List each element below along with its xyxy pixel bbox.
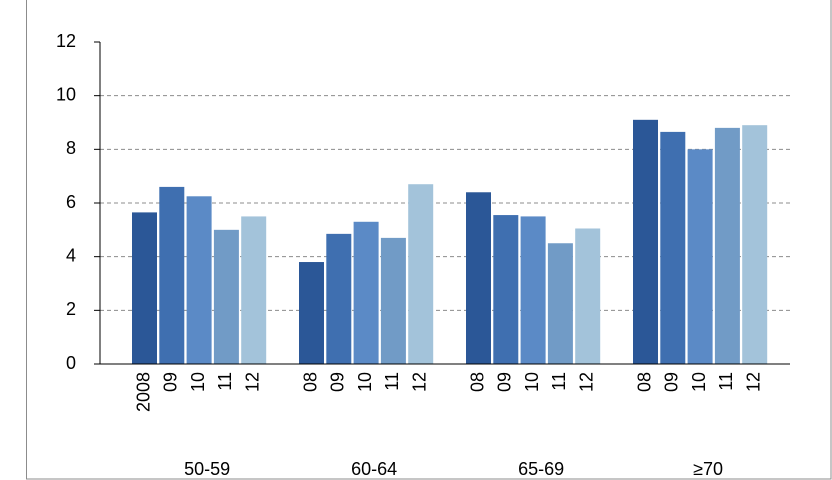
y-tick-label: 12	[56, 31, 76, 51]
x-tick-label: 11	[382, 372, 402, 391]
x-tick-label: 2008	[133, 372, 153, 412]
bar	[466, 192, 491, 364]
bar	[408, 184, 434, 364]
x-tick-label: 12	[743, 372, 763, 392]
bar	[241, 216, 267, 364]
x-tick-label: 08	[467, 372, 487, 392]
y-tick-label: 6	[66, 192, 76, 212]
bar	[714, 127, 740, 364]
x-tick-label: 09	[328, 372, 348, 392]
bar	[493, 215, 519, 364]
bar	[353, 221, 379, 364]
group-label: 50-59	[184, 459, 230, 479]
bar	[520, 216, 546, 364]
x-tick-label: 11	[549, 372, 569, 391]
bar	[575, 228, 601, 364]
bar	[660, 131, 686, 364]
bar	[326, 233, 352, 364]
bar	[132, 212, 157, 364]
bar	[547, 243, 573, 364]
bar	[633, 119, 658, 364]
x-tick-label: 12	[409, 372, 429, 392]
bar	[213, 229, 239, 364]
bar	[687, 149, 713, 364]
y-tick-label: 4	[66, 245, 76, 265]
group-label: ≥70	[693, 459, 723, 479]
x-tick-label: 08	[634, 372, 654, 392]
x-tick-label: 10	[355, 372, 375, 392]
group-label: 60-64	[351, 459, 397, 479]
x-tick-label: 09	[495, 372, 515, 392]
x-tick-label: 10	[188, 372, 208, 392]
x-tick-label: 10	[522, 372, 542, 392]
x-tick-label: 12	[242, 372, 262, 392]
x-tick-label: 11	[215, 372, 235, 391]
x-tick-label: 12	[576, 372, 596, 392]
x-tick-label: 09	[662, 372, 682, 392]
bar	[159, 186, 185, 364]
y-tick-label: 0	[66, 353, 76, 373]
y-tick-label: 8	[66, 138, 76, 158]
bar	[380, 237, 406, 364]
y-tick-label: 2	[66, 299, 76, 319]
x-tick-label: 11	[716, 372, 736, 391]
x-tick-label: 10	[689, 372, 709, 392]
x-tick-label: 08	[300, 372, 320, 392]
group-label: 65-69	[518, 459, 564, 479]
bar	[742, 125, 768, 364]
bar	[186, 196, 212, 364]
y-tick-label: 10	[56, 84, 76, 104]
x-tick-label: 09	[161, 372, 181, 392]
bar	[299, 262, 324, 364]
